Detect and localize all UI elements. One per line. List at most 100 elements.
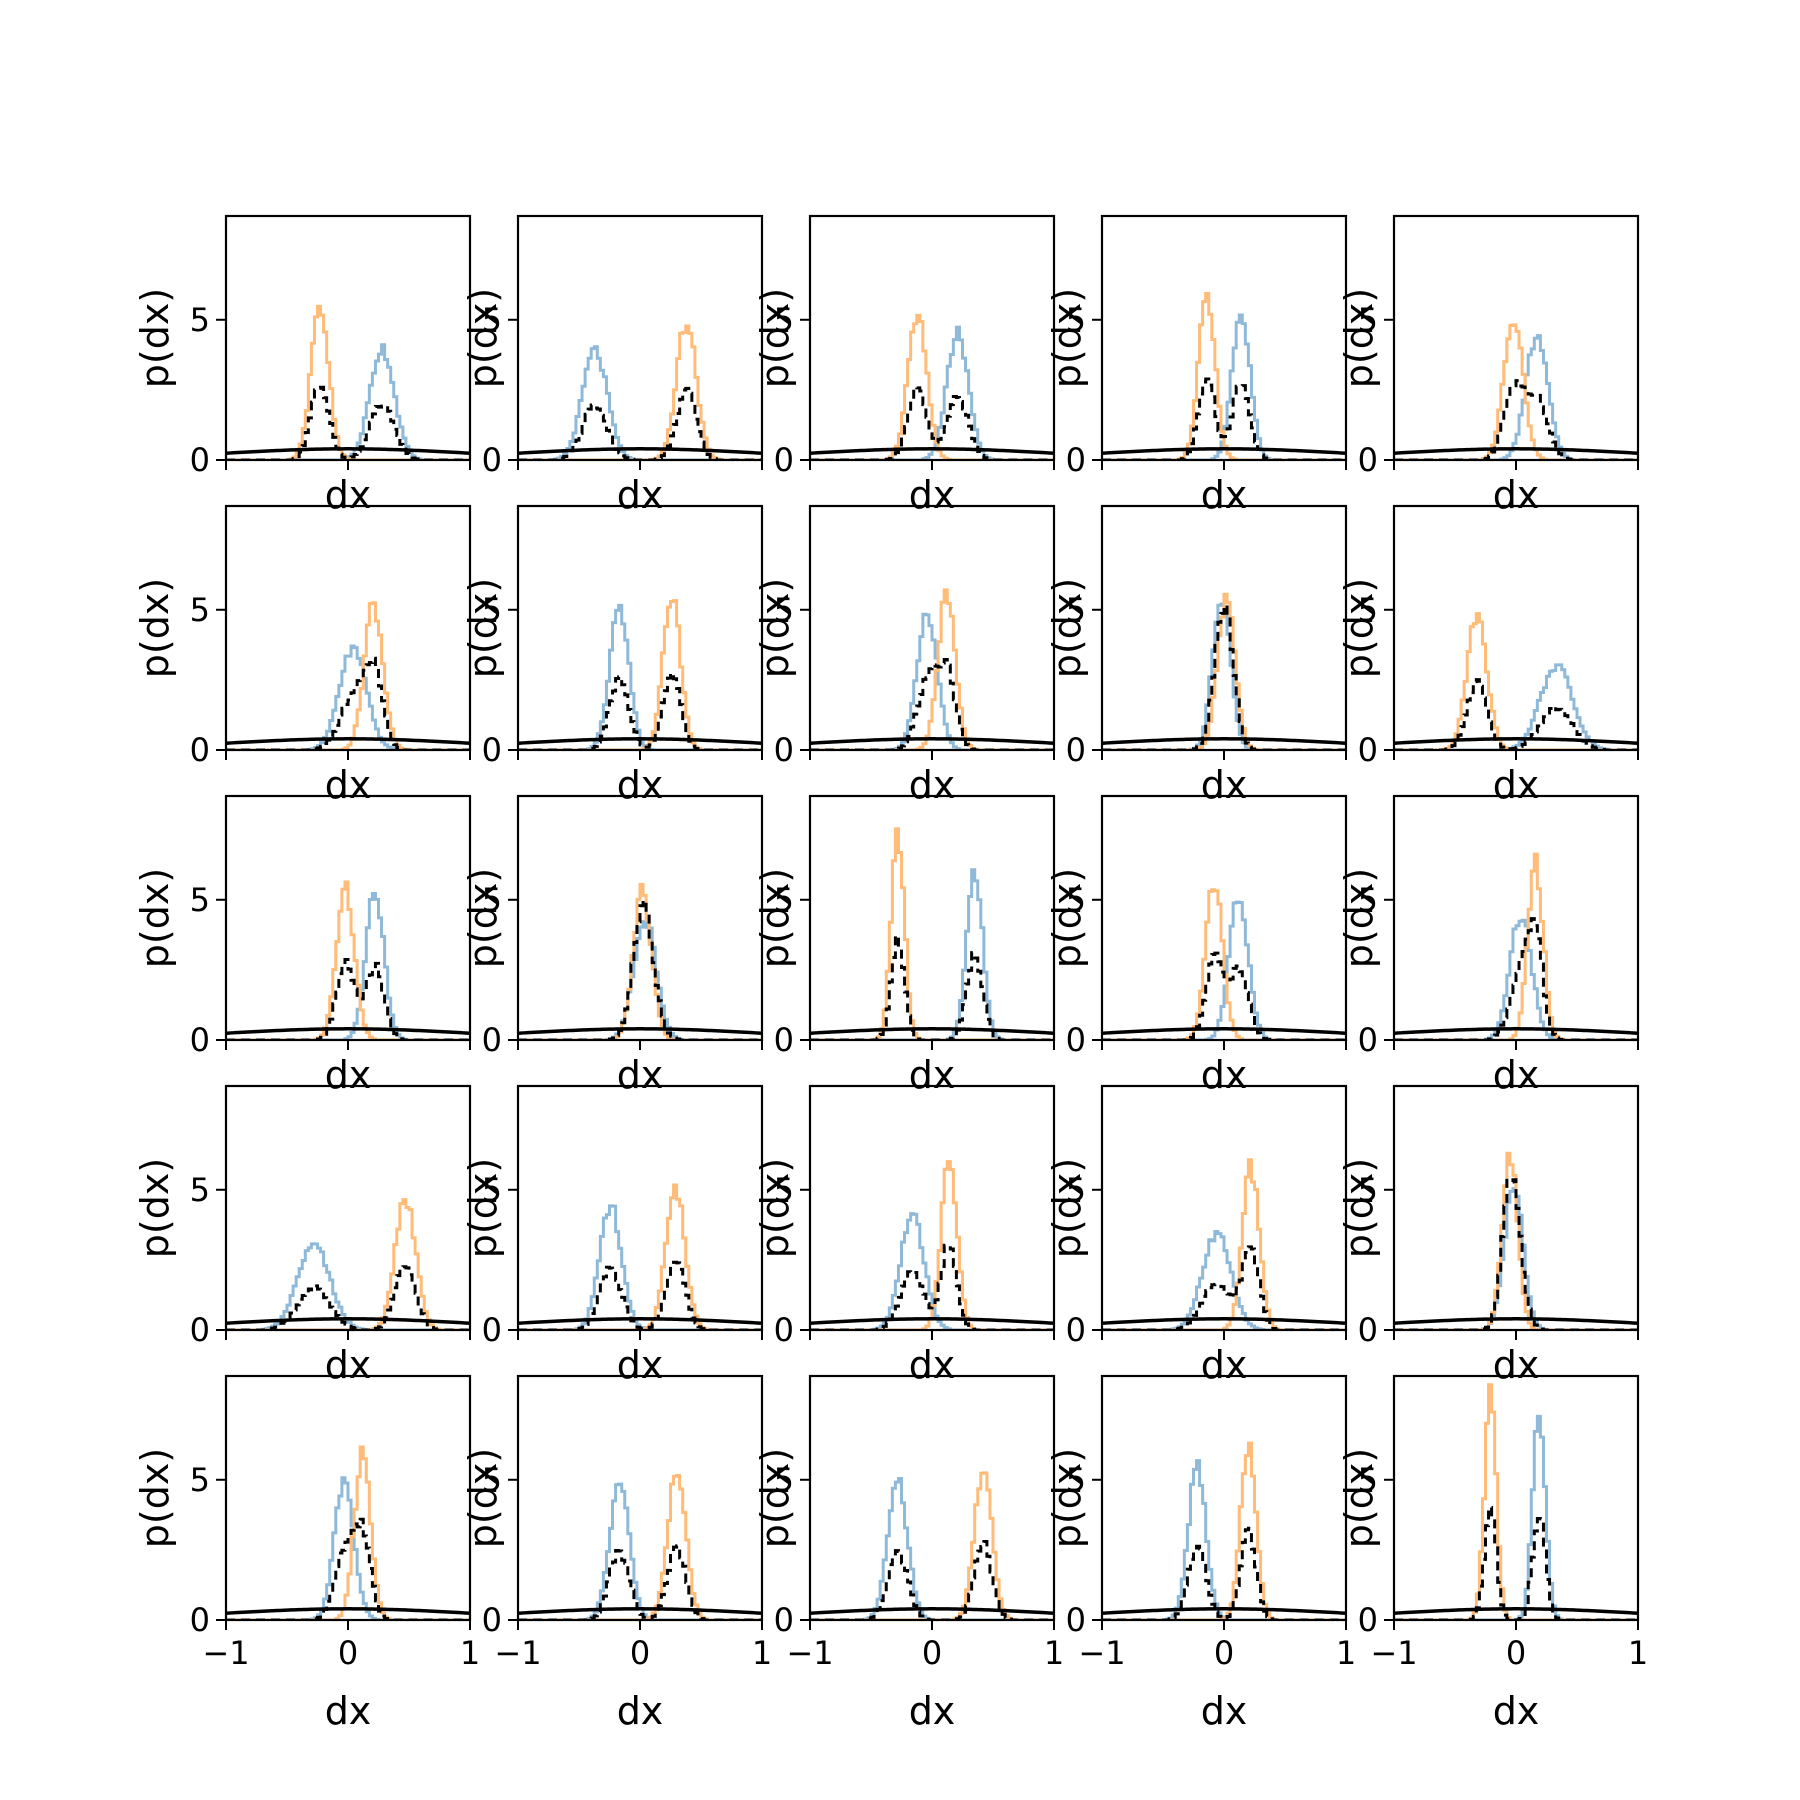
prior-curve — [1394, 737, 1638, 745]
prior-curve — [226, 1317, 470, 1325]
y-tick-label: 0 — [190, 1021, 210, 1059]
y-tick-label: 5 — [774, 1171, 794, 1209]
mixture-histogram — [810, 1243, 1054, 1330]
x-tick-label: 0 — [338, 1634, 358, 1672]
x-axis-label: dx — [325, 1343, 372, 1387]
y-tick-label: 5 — [1358, 591, 1378, 629]
panel-6: 0 5 dx p(dx) — [133, 504, 472, 807]
y-tick-label: 0 — [1066, 441, 1086, 479]
blue-histogram — [810, 1477, 1054, 1620]
y-tick-label: 5 — [1358, 301, 1378, 339]
y-tick-label: 0 — [1066, 1311, 1086, 1349]
y-tick-label: 5 — [190, 1171, 210, 1209]
blue-histogram — [810, 325, 1054, 460]
y-tick-label: 0 — [774, 1021, 794, 1059]
x-axis-label: dx — [909, 763, 956, 807]
blue-histogram — [1394, 1414, 1638, 1620]
orange-histogram — [226, 1445, 470, 1620]
mixture-histogram — [1394, 379, 1638, 460]
orange-histogram — [226, 304, 470, 460]
orange-histogram — [518, 599, 762, 750]
prior-curve — [1394, 1607, 1638, 1615]
mixture-histogram — [1394, 1178, 1638, 1330]
axes-frame — [1392, 504, 1640, 752]
x-axis-label: dx — [1201, 1053, 1248, 1097]
x-tick-label: 0 — [1214, 1634, 1234, 1672]
orange-histogram — [1394, 323, 1638, 460]
panel-9: 0 5 dx p(dx) — [1045, 504, 1348, 807]
y-tick-label: 0 — [482, 1311, 502, 1349]
y-tick-label: 5 — [482, 591, 502, 629]
orange-histogram — [1394, 1151, 1638, 1330]
panel-19: 0 5 dx p(dx) — [1045, 1084, 1348, 1387]
y-tick-label: 0 — [190, 1601, 210, 1639]
x-tick-label: 1 — [752, 1634, 772, 1672]
y-tick-label: 0 — [482, 731, 502, 769]
x-tick-label: 1 — [1628, 1634, 1648, 1672]
y-tick-label: 5 — [482, 1171, 502, 1209]
prior-curve — [810, 1317, 1054, 1325]
mixture-histogram — [226, 958, 470, 1040]
mixture-histogram — [810, 934, 1054, 1040]
blue-histogram — [1102, 1459, 1346, 1620]
orange-histogram — [1394, 612, 1638, 750]
x-axis-label: dx — [1493, 763, 1540, 807]
y-tick-label: 0 — [774, 1601, 794, 1639]
x-tick-label: 1 — [1336, 1634, 1356, 1672]
axes-frame — [808, 1374, 1056, 1622]
y-axis-label: p(dx) — [753, 1158, 797, 1258]
prior-curve — [518, 1317, 762, 1325]
orange-histogram — [1102, 888, 1346, 1040]
y-tick-label: 0 — [774, 441, 794, 479]
y-tick-label: 5 — [482, 301, 502, 339]
x-axis-label: dx — [1493, 473, 1540, 517]
orange-histogram — [226, 880, 470, 1040]
y-axis-label: p(dx) — [133, 868, 177, 968]
y-tick-label: 5 — [1066, 591, 1086, 629]
blue-histogram — [1394, 918, 1638, 1040]
x-axis-label: dx — [617, 763, 664, 807]
blue-histogram — [518, 1482, 762, 1620]
y-tick-label: 5 — [774, 591, 794, 629]
y-axis-label: p(dx) — [461, 1448, 505, 1548]
x-tick-label: 0 — [922, 1634, 942, 1672]
x-axis-label: dx — [325, 473, 372, 517]
prior-curve — [1102, 1027, 1346, 1035]
y-tick-label: 0 — [482, 1021, 502, 1059]
x-axis-label: dx — [1201, 1343, 1248, 1387]
panel-1: 0 5 dx p(dx) — [133, 214, 472, 517]
mixture-histogram — [1102, 377, 1346, 460]
orange-histogram — [810, 827, 1054, 1040]
axes-frame — [516, 1084, 764, 1332]
axes-frame — [1100, 1084, 1348, 1332]
x-axis-label: dx — [909, 1053, 956, 1097]
y-tick-label: 0 — [190, 731, 210, 769]
axes-frame — [224, 1084, 472, 1332]
prior-curve — [226, 447, 470, 455]
mixture-histogram — [1102, 603, 1346, 750]
prior-curve — [1102, 1317, 1346, 1325]
prior-curve — [518, 737, 762, 745]
x-tick-label: 1 — [460, 1634, 480, 1672]
prior-curve — [810, 737, 1054, 745]
prior-curve — [810, 1027, 1054, 1035]
axes-frame — [516, 214, 764, 462]
y-axis-label: p(dx) — [1337, 288, 1381, 388]
x-axis-label: dx — [1201, 1689, 1248, 1733]
orange-histogram — [810, 1471, 1054, 1620]
x-axis-label: dx — [617, 473, 664, 517]
mixture-histogram — [1102, 1526, 1346, 1620]
y-tick-label: 5 — [1066, 1171, 1086, 1209]
y-tick-label: 5 — [190, 881, 210, 919]
y-axis-label: p(dx) — [1045, 578, 1089, 678]
mixture-histogram — [1394, 917, 1638, 1040]
blue-histogram — [1102, 313, 1346, 460]
y-axis-label: p(dx) — [133, 578, 177, 678]
panel-10: 0 5 dx p(dx) — [1337, 504, 1640, 807]
mixture-histogram — [518, 898, 762, 1040]
orange-histogram — [1394, 1383, 1638, 1620]
